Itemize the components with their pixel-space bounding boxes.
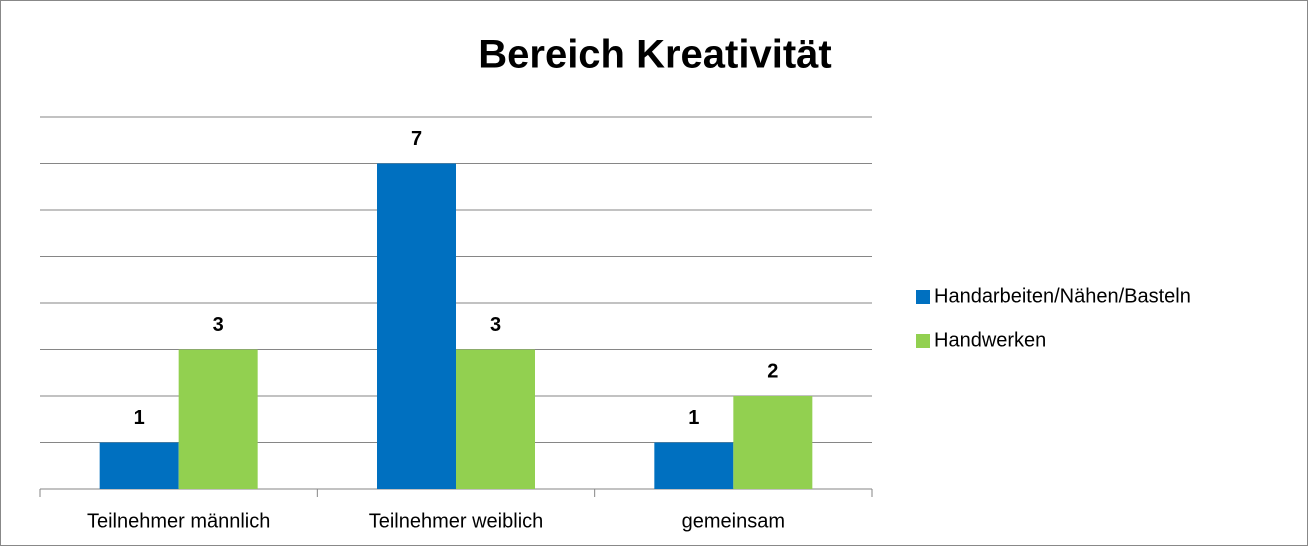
bar xyxy=(178,349,258,489)
legend-label: Handwerken xyxy=(934,329,1046,351)
legend-swatch xyxy=(916,290,930,304)
data-label: 7 xyxy=(411,128,422,150)
data-label: 1 xyxy=(134,407,145,429)
bar xyxy=(654,442,734,489)
data-label: 3 xyxy=(213,314,224,336)
bar xyxy=(377,163,456,489)
bar xyxy=(99,442,179,489)
x-tick-label: gemeinsam xyxy=(682,510,785,532)
data-label: 1 xyxy=(688,407,699,429)
legend-label: Handarbeiten/Nähen/Basteln xyxy=(934,285,1191,307)
legend-swatch xyxy=(916,334,930,348)
x-tick-label: Teilnehmer weiblich xyxy=(369,510,544,532)
x-tick-label: Teilnehmer männlich xyxy=(87,510,270,532)
data-label: 3 xyxy=(490,314,501,336)
bar xyxy=(456,349,535,489)
data-label: 2 xyxy=(767,360,778,382)
bar xyxy=(733,396,813,489)
chart-title: Bereich Kreativität xyxy=(478,33,831,77)
